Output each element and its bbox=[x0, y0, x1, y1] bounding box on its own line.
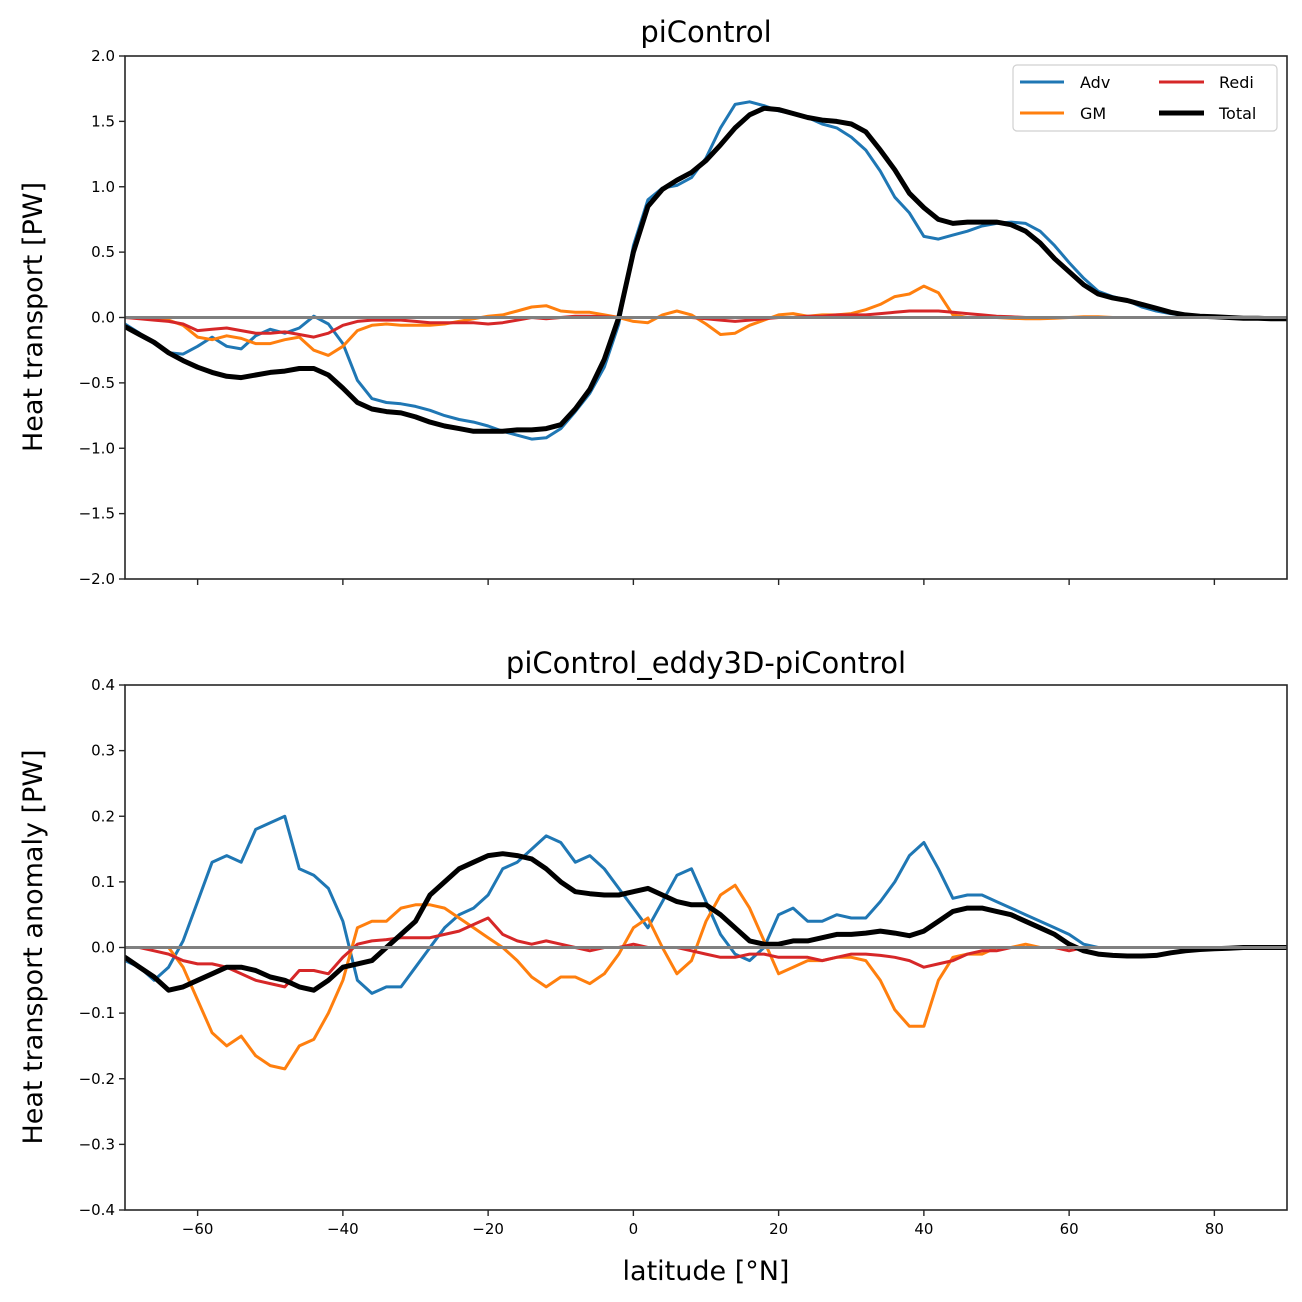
y-tick-label: 0.4 bbox=[91, 676, 115, 694]
x-tick-label: −40 bbox=[327, 1220, 359, 1238]
legend-label-adv: Adv bbox=[1080, 73, 1110, 92]
axes-frame bbox=[124, 55, 1288, 580]
y-tick-label: 1.5 bbox=[91, 112, 115, 130]
panel-picontrol: piControl Heat transport [PW] −2.0 −1.5 −1… bbox=[18, 15, 1288, 588]
x-axis-ticks: −60 −40 −20 0 20 40 60 80 bbox=[182, 1210, 1224, 1238]
legend-label-total: Total bbox=[1218, 104, 1256, 123]
x-axis-ticks bbox=[196, 579, 1216, 585]
y-axis-label: Heat transport anomaly [PW] bbox=[18, 749, 49, 1144]
plot-area bbox=[125, 100, 1287, 441]
y-tick-label: 0.0 bbox=[91, 309, 115, 327]
legend-label-redi: Redi bbox=[1219, 73, 1254, 92]
y-tick-label: −2.0 bbox=[79, 570, 115, 588]
legend-label-gm: GM bbox=[1080, 104, 1106, 123]
y-tick-label: −0.5 bbox=[79, 374, 115, 392]
series-line-total bbox=[125, 105, 1287, 434]
x-tick-label: −60 bbox=[182, 1220, 214, 1238]
panel-title: piControl_eddy3D-piControl bbox=[506, 646, 906, 680]
y-tick-label: 1.0 bbox=[91, 178, 115, 196]
y-tick-label: −1.0 bbox=[79, 439, 115, 457]
x-tick-label: 20 bbox=[769, 1220, 788, 1238]
y-tick-label: −0.3 bbox=[79, 1135, 115, 1153]
x-tick-label: 60 bbox=[1060, 1220, 1079, 1238]
panel-title: piControl bbox=[640, 15, 771, 49]
series-line-total bbox=[125, 851, 1287, 993]
y-tick-label: 0.5 bbox=[91, 243, 115, 261]
series-group bbox=[125, 100, 1287, 441]
y-tick-label: −0.1 bbox=[79, 1004, 115, 1022]
y-tick-label: −0.4 bbox=[79, 1201, 115, 1219]
y-axis-ticks: −0.4 −0.3 −0.2 −0.1 0.0 0.1 0.2 0.3 0.4 bbox=[79, 676, 125, 1219]
y-axis-ticks: −2.0 −1.5 −1.0 −0.5 0.0 0.5 1.0 1.5 2.0 bbox=[79, 47, 125, 588]
panel-eddy3d-anomaly: piControl_eddy3D-piControl Heat transpor… bbox=[18, 646, 1288, 1287]
plot-area bbox=[125, 814, 1287, 1071]
x-tick-label: 80 bbox=[1205, 1220, 1224, 1238]
y-tick-label: 0.0 bbox=[91, 939, 115, 957]
legend-box bbox=[1012, 64, 1278, 132]
x-tick-label: −20 bbox=[472, 1220, 504, 1238]
legend: Adv GM Redi Total bbox=[1012, 64, 1278, 132]
y-axis-label: Heat transport [PW] bbox=[18, 182, 49, 452]
y-tick-label: 2.0 bbox=[91, 47, 115, 65]
x-tick-label: 0 bbox=[629, 1220, 639, 1238]
y-tick-label: −0.2 bbox=[79, 1070, 115, 1088]
series-group bbox=[125, 814, 1287, 1071]
x-tick-label: 40 bbox=[914, 1220, 933, 1238]
y-tick-label: −1.5 bbox=[79, 505, 115, 523]
x-axis-label: latitude [°N] bbox=[623, 1256, 790, 1287]
y-tick-label: 0.2 bbox=[91, 807, 115, 825]
y-tick-label: 0.1 bbox=[91, 873, 115, 891]
y-tick-label: 0.3 bbox=[91, 742, 115, 760]
axes-frame bbox=[124, 684, 1288, 1211]
